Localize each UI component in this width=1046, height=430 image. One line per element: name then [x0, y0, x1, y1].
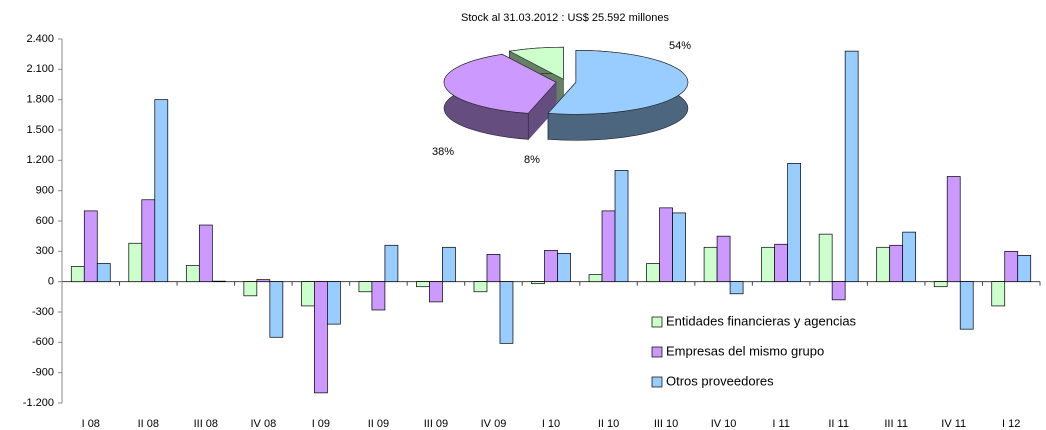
bar	[544, 249, 558, 283]
bar	[729, 281, 744, 295]
x-tick-label: III 10	[654, 418, 678, 430]
bar	[473, 281, 488, 293]
bar	[818, 233, 833, 283]
bar	[774, 243, 788, 283]
bar	[659, 207, 673, 283]
y-tick-label: 1.500	[26, 124, 54, 136]
legend-swatch	[651, 316, 663, 328]
bar	[384, 244, 399, 283]
y-tick-label: 1.800	[26, 94, 54, 106]
bar	[327, 281, 341, 325]
bar	[198, 224, 213, 283]
y-tick-label: 1.200	[26, 154, 54, 166]
bar	[588, 274, 603, 283]
bar	[141, 199, 156, 283]
bar	[601, 210, 616, 283]
bar	[314, 281, 328, 394]
pie-slice	[443, 54, 557, 114]
bar	[358, 281, 373, 293]
x-tick-label: II 09	[368, 418, 389, 430]
bar	[256, 279, 271, 283]
pie-label: 8%	[524, 154, 540, 166]
legend-swatch	[651, 376, 663, 388]
x-tick-label: II 10	[598, 418, 619, 430]
bar	[902, 231, 917, 283]
pie-label: 38%	[432, 146, 454, 158]
y-tick-label: -1.200	[23, 397, 54, 409]
x-tick-label: IV 08	[251, 418, 277, 430]
x-tick-label: IV 09	[481, 418, 507, 430]
legend-swatch	[651, 346, 663, 358]
y-tick-label: 0	[48, 276, 54, 288]
bar	[96, 263, 111, 283]
bar	[371, 281, 386, 311]
bar	[531, 281, 545, 285]
legend-text: Entidades financieras y agencias	[666, 313, 857, 328]
x-tick-label: III 11	[884, 418, 908, 430]
bar	[991, 281, 1006, 307]
x-tick-label: IV 11	[941, 418, 966, 430]
x-tick-label: I 09	[312, 418, 330, 430]
bar	[70, 266, 85, 283]
pie-slice	[508, 46, 564, 80]
y-tick-label: -600	[32, 336, 54, 348]
bar	[1004, 250, 1019, 283]
y-tick-label: 2.400	[26, 33, 54, 45]
bar	[269, 281, 284, 338]
bar	[243, 281, 258, 297]
bar	[614, 170, 629, 283]
bar	[83, 210, 98, 283]
x-tick-label: IV 10	[711, 418, 737, 430]
bar	[416, 281, 430, 288]
x-tick-label: I 08	[82, 418, 100, 430]
bar	[716, 235, 731, 283]
bar	[301, 281, 315, 307]
bar	[128, 242, 143, 283]
bar	[831, 281, 846, 301]
legend-text: Otros proveedores	[666, 373, 774, 388]
y-tick-label: 900	[36, 185, 54, 197]
bar	[959, 281, 974, 330]
bar	[429, 281, 443, 303]
bar	[946, 176, 961, 283]
x-tick-label: III 09	[424, 418, 448, 430]
bar	[844, 50, 859, 283]
bar	[1017, 255, 1032, 283]
bar	[703, 246, 718, 283]
bar	[672, 212, 686, 283]
bar	[761, 246, 775, 283]
x-tick-label: I 12	[1002, 418, 1020, 430]
y-tick-label: 2.100	[26, 63, 54, 75]
pie-slice	[547, 50, 689, 115]
x-tick-label: III 08	[194, 418, 218, 430]
x-tick-label: I 11	[772, 418, 790, 430]
x-tick-label: II 08	[138, 418, 159, 430]
y-tick-label: -300	[32, 306, 54, 318]
bar	[154, 99, 169, 283]
legend-text: Empresas del mismo grupo	[666, 343, 824, 358]
bar	[889, 244, 904, 283]
bar	[646, 263, 660, 283]
bar	[499, 281, 514, 344]
bar	[442, 246, 456, 283]
y-tick-label: 300	[36, 245, 54, 257]
bar	[557, 253, 571, 283]
bar	[787, 163, 801, 283]
y-tick-label: 600	[36, 215, 54, 227]
pie-title: Stock al 31.03.2012 : US$ 25.592 millone…	[461, 12, 669, 24]
x-tick-label: II 11	[828, 418, 849, 430]
x-tick-label: I 10	[542, 418, 560, 430]
bar	[486, 254, 501, 283]
pie-label: 54%	[669, 40, 691, 52]
bar	[876, 246, 891, 283]
bar	[933, 281, 948, 288]
bar	[211, 280, 226, 283]
y-tick-label: -900	[32, 367, 54, 379]
bar	[185, 265, 200, 283]
